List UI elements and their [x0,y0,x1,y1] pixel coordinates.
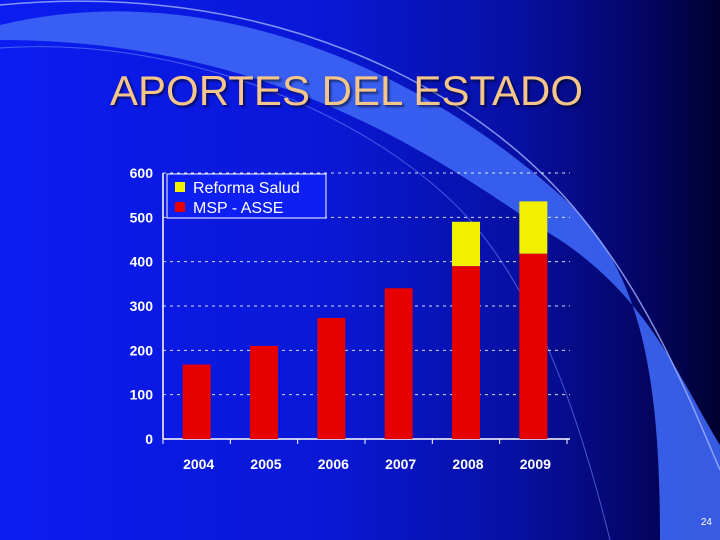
curve-line-lower [0,46,611,540]
page-number: 24 [700,517,712,528]
legend: Reforma Salud MSP - ASSE [166,173,327,219]
grid [163,172,570,396]
slide-title: APORTES DEL ESTADO [110,67,584,114]
y-tick-label: 100 [130,387,154,403]
y-tick-label: 300 [130,298,154,314]
bars [182,201,548,439]
legend-label: MSP - ASSE [193,200,283,217]
x-tick-label: 2006 [318,456,349,472]
y-tick-label: 200 [130,342,154,358]
bar-msp-asse-2008 [452,266,480,439]
x-tick-label: 2004 [183,456,214,472]
x-tick-label: 2008 [452,456,483,472]
bar-msp-asse-2009 [519,253,548,439]
legend-swatch [175,182,185,192]
bar-reforma-salud-2009 [519,201,548,254]
legend-box [166,173,327,219]
x-tick-label: 2007 [385,456,416,472]
axes [162,173,570,444]
legend-swatch [175,202,185,212]
curve-line-upper [0,0,720,471]
y-tick-label: 500 [130,209,154,225]
light-blue-swoosh [0,11,720,540]
y-tick-labels: 0 100 200 300 400 500 600 [130,165,154,447]
y-tick-label: 600 [130,165,154,181]
legend-label: Reforma Salud [193,180,300,197]
bar-msp-asse-2005 [250,345,278,439]
x-tick-labels: 2004 2005 2006 2007 2008 2009 [183,456,551,472]
x-tick-label: 2005 [250,456,281,472]
bar-msp-asse-2007 [384,288,413,439]
y-tick-label: 0 [145,431,153,447]
x-tick-label: 2009 [520,456,551,472]
bar-msp-asse-2004 [182,364,211,439]
bar-reforma-salud-2008 [452,221,480,267]
y-tick-label: 400 [130,254,154,270]
bar-msp-asse-2006 [317,317,346,439]
